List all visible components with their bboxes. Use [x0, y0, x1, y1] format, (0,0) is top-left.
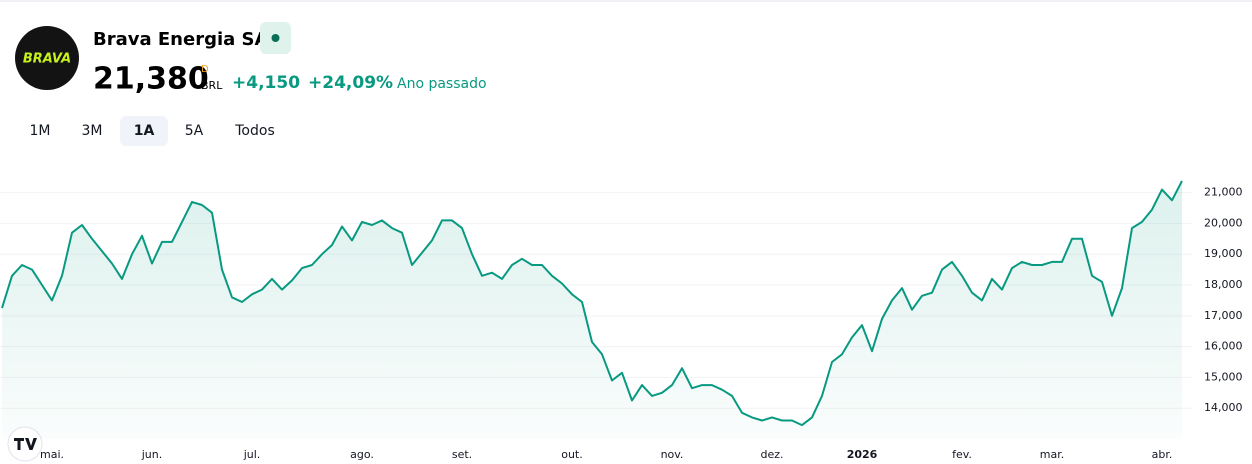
y-tick-label: 17,000 — [1204, 309, 1243, 322]
range-button[interactable]: Todos — [234, 123, 274, 139]
x-tick-label: jun. — [141, 448, 163, 461]
price-flag: D — [201, 64, 209, 75]
range-button[interactable]: 5A — [185, 123, 204, 139]
tv-logo — [7, 426, 43, 462]
x-tick-label: dez. — [760, 448, 783, 461]
x-tick-label: nov. — [661, 448, 684, 461]
price: 21,380 — [93, 62, 209, 97]
x-tick-label: out. — [561, 448, 583, 461]
x-tick-label: jul. — [243, 448, 261, 461]
x-tick-label: abr. — [1152, 448, 1173, 461]
x-tick-label: set. — [452, 448, 472, 461]
x-tick-label: mai. — [40, 448, 64, 461]
area-fill — [2, 180, 1182, 439]
x-tick-label: mar. — [1040, 448, 1064, 461]
range-selected-bg — [120, 116, 168, 146]
company-name: Brava Energia SA — [93, 29, 269, 50]
x-tick-label: fev. — [952, 448, 972, 461]
change: +4,150 — [232, 73, 300, 93]
y-tick-label: 19,000 — [1204, 247, 1243, 260]
status-dot — [271, 34, 280, 42]
range-button[interactable]: 3M — [82, 123, 103, 139]
y-tick-label: 21,000 — [1204, 186, 1243, 199]
x-tick-label: 2026 — [847, 448, 878, 461]
y-tick-label: 18,000 — [1204, 278, 1243, 291]
range-button[interactable]: 1M — [30, 123, 51, 139]
price-line — [1, 180, 1183, 427]
period: Ano passado — [397, 76, 487, 92]
plot: 14,000 15,000 16,000 17,000 18,000 19,000 20,0… — [0, 180, 1243, 461]
range-bar: 1M 3M 1A 5A Todos — [30, 116, 275, 146]
currency: BRL — [201, 79, 223, 92]
logo — [15, 26, 79, 90]
change-percent: +24,09% — [308, 73, 393, 93]
y-tick-label: 14,000 — [1204, 401, 1243, 414]
logo-text: BRAVA — [23, 52, 71, 67]
y-tick-label: 20,000 — [1204, 216, 1243, 229]
y-tick-label: 16,000 — [1204, 340, 1243, 353]
range-button[interactable]: 1A — [134, 123, 155, 139]
x-tick-label: ago. — [350, 448, 374, 461]
y-tick-label: 15,000 — [1204, 370, 1243, 383]
